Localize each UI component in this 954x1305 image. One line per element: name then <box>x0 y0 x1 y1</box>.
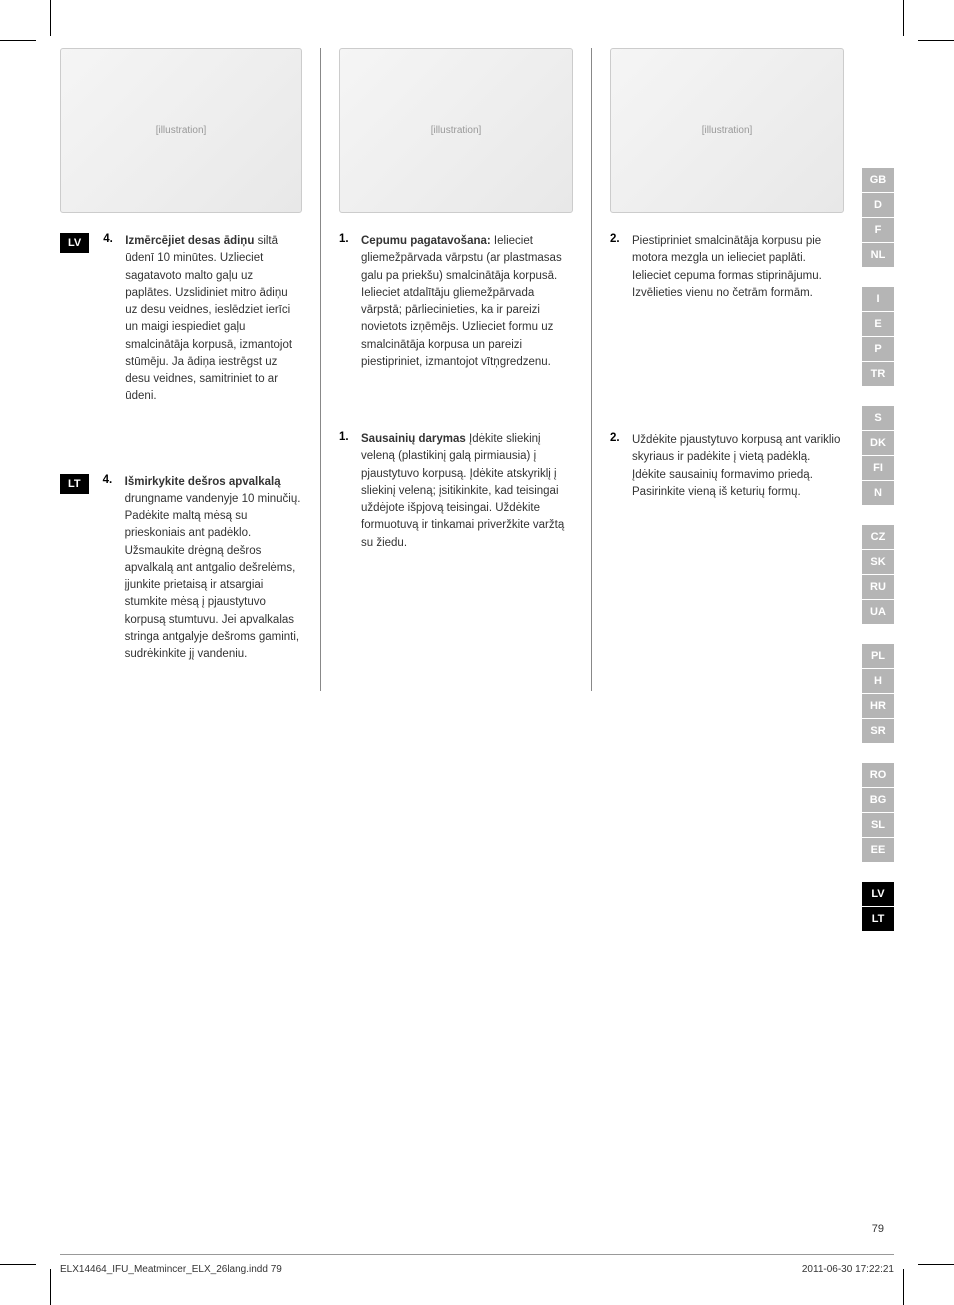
step-text: Išmirkykite dešros apvalkalą drungname v… <box>125 474 302 664</box>
step-lv-4: LV 4. Izmērcējiet desas ādiņu siltā ūden… <box>60 233 302 406</box>
lang-tab-cz[interactable]: CZ <box>862 525 894 549</box>
middle-column: [illustration] 1. Cepumu pagatavošana: I… <box>320 48 592 691</box>
step-text: Izmērcējiet desas ādiņu siltā ūdenī 10 m… <box>125 233 302 406</box>
lang-tab-p[interactable]: P <box>862 337 894 361</box>
figure-cookie-maker: [illustration] <box>339 48 573 213</box>
right-column: [illustration] 2. Piestipriniet smalcinā… <box>592 48 844 691</box>
lang-tab-sr[interactable]: SR <box>862 719 894 743</box>
sidebar-group: GBDFNL <box>862 168 894 267</box>
footer-filename: ELX14464_IFU_Meatmincer_ELX_26lang.indd … <box>60 1264 282 1275</box>
step-lv-cookie-1: 1. Cepumu pagatavošana: Ielieciet glieme… <box>339 233 573 371</box>
lang-tab-ua[interactable]: UA <box>862 600 894 624</box>
figure-sausage-maker: [illustration] <box>60 48 302 213</box>
lang-tab-n[interactable]: N <box>862 481 894 505</box>
lang-tab-nl[interactable]: NL <box>862 243 894 267</box>
lang-tab-bg[interactable]: BG <box>862 788 894 812</box>
page-number: 79 <box>872 1223 884 1235</box>
sidebar-group: LVLT <box>862 882 894 931</box>
lang-tab-e[interactable]: E <box>862 312 894 336</box>
lang-tab-hr[interactable]: HR <box>862 694 894 718</box>
sidebar-group: PLHHRSR <box>862 644 894 743</box>
lang-tab-ee[interactable]: EE <box>862 838 894 862</box>
lang-tab-dk[interactable]: DK <box>862 431 894 455</box>
sidebar-group: ROBGSLEE <box>862 763 894 862</box>
lang-tab-h[interactable]: H <box>862 669 894 693</box>
lang-tab-tr[interactable]: TR <box>862 362 894 386</box>
step-lt-cookie-1: 1. Sausainių darymas Įdėkite sliekinį ve… <box>339 431 573 552</box>
lang-badge-lv: LV <box>60 233 89 253</box>
lang-tab-gb[interactable]: GB <box>862 168 894 192</box>
lang-tab-fi[interactable]: FI <box>862 456 894 480</box>
lang-tab-lt[interactable]: LT <box>862 907 894 931</box>
lang-tab-sl[interactable]: SL <box>862 813 894 837</box>
step-lv-cookie-2: 2. Piestipriniet smalcinātāja korpusu pi… <box>610 233 844 302</box>
step-number: 4. <box>103 233 117 406</box>
lang-tab-s[interactable]: S <box>862 406 894 430</box>
lang-tab-pl[interactable]: PL <box>862 644 894 668</box>
sidebar-group: SDKFIN <box>862 406 894 505</box>
lang-tab-lv[interactable]: LV <box>862 882 894 906</box>
lang-tab-i[interactable]: I <box>862 287 894 311</box>
step-lt-cookie-2: 2. Uždėkite pjaustytuvo korpusą ant vari… <box>610 432 844 501</box>
lang-tab-ru[interactable]: RU <box>862 575 894 599</box>
lang-tab-f[interactable]: F <box>862 218 894 242</box>
lang-tab-ro[interactable]: RO <box>862 763 894 787</box>
footer-divider <box>60 1254 894 1255</box>
lang-tab-sk[interactable]: SK <box>862 550 894 574</box>
lang-tab-d[interactable]: D <box>862 193 894 217</box>
figure-attach-motor: [illustration] <box>610 48 844 213</box>
sidebar-group: CZSKRUUA <box>862 525 894 624</box>
page-content: LV 4. Izmērcējiet desas ādiņu siltā ūden… <box>60 48 894 1257</box>
lang-badge-lt: LT <box>60 474 89 494</box>
language-sidebar: GBDFNLIEPTRSDKFINCZSKRUUAPLHHRSRROBGSLEE… <box>862 168 894 951</box>
sidebar-group: IEPTR <box>862 287 894 386</box>
step-number: 4. <box>103 474 117 664</box>
footer-timestamp: 2011-06-30 17:22:21 <box>802 1264 894 1275</box>
step-lt-4: LT 4. Išmirkykite dešros apvalkalą drung… <box>60 474 302 664</box>
